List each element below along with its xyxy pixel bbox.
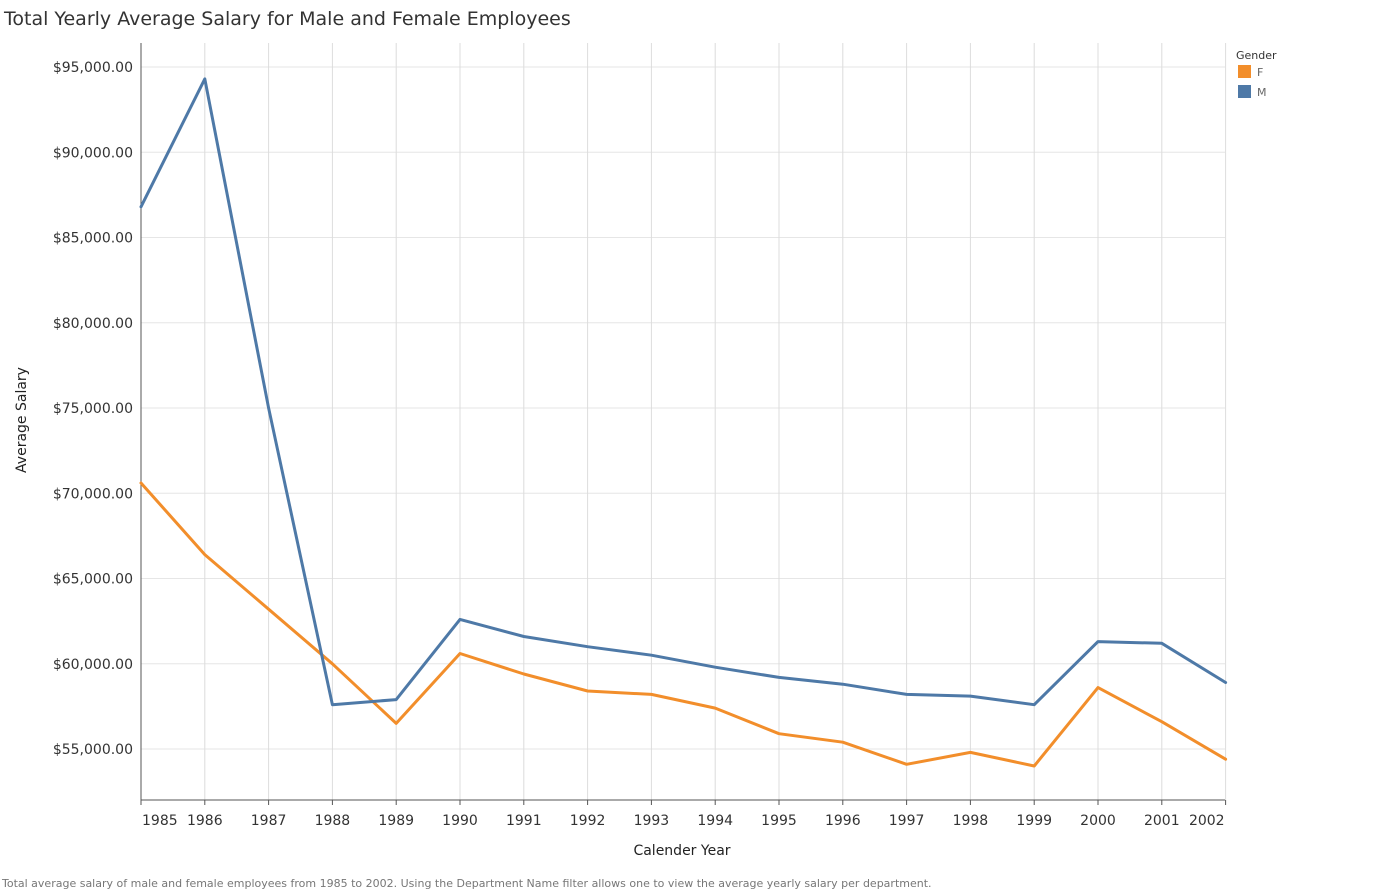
data-point-f[interactable] [903,760,911,768]
x-axis-title: Calender Year [633,843,730,859]
x-tick-label: 1994 [697,813,733,829]
data-point-f[interactable] [647,690,655,698]
x-tick-label: 2000 [1080,813,1116,829]
x-tick-label: 1996 [825,813,861,829]
y-tick-label: $95,000.00 [53,60,133,76]
x-tick-label: 1988 [315,813,351,829]
data-point-m[interactable] [903,690,911,698]
data-point-f[interactable] [775,730,783,738]
legend-swatch-f[interactable] [1238,65,1251,78]
x-tick-label: 1992 [570,813,606,829]
data-point-f[interactable] [328,660,336,668]
data-point-m[interactable] [966,692,974,700]
y-tick-label: $65,000.00 [53,572,133,588]
x-tick-label: 1993 [634,813,670,829]
y-tick-label: $85,000.00 [53,231,133,247]
y-tick-label: $75,000.00 [53,401,133,417]
data-point-m[interactable] [456,615,464,623]
y-tick-label: $70,000.00 [53,486,133,502]
data-point-m[interactable] [839,680,847,688]
y-tick-label: $80,000.00 [53,316,133,332]
y-tick-label: $60,000.00 [53,657,133,673]
data-point-m[interactable] [1030,701,1038,709]
legend[interactable]: Gender FM [1236,49,1277,99]
data-point-m[interactable] [711,663,719,671]
data-point-f[interactable] [1094,684,1102,692]
data-point-f[interactable] [520,670,528,678]
legend-swatch-m[interactable] [1238,85,1251,98]
x-tick-label: 1985 [142,813,178,829]
x-tick-label: 1999 [1016,813,1052,829]
legend-label-f[interactable]: F [1257,66,1263,79]
chart-caption: Total average salary of male and female … [2,877,932,890]
x-tick-label: 1991 [506,813,542,829]
data-point-f[interactable] [839,738,847,746]
x-tick-label: 2002 [1189,813,1225,829]
data-point-m[interactable] [1158,639,1166,647]
series-line-m[interactable] [139,77,1228,707]
data-point-m[interactable] [520,632,528,640]
data-point-m[interactable] [328,701,336,709]
x-tick-label: 2001 [1144,813,1180,829]
x-tick-label: 1987 [251,813,287,829]
data-point-f[interactable] [711,704,719,712]
data-point-m[interactable] [1222,679,1230,687]
data-point-m[interactable] [201,75,209,83]
data-point-f[interactable] [966,748,974,756]
data-point-f[interactable] [1158,718,1166,726]
data-point-f[interactable] [584,687,592,695]
x-tick-label: 1989 [378,813,414,829]
chart-title: Total Yearly Average Salary for Male and… [4,8,571,30]
data-point-m[interactable] [392,696,400,704]
data-point-m[interactable] [137,203,145,211]
data-point-m[interactable] [647,651,655,659]
data-point-f[interactable] [265,605,273,613]
axis-layer: $55,000.00 $60,000.00 $65,000.00 $70,000.00… [53,43,1227,829]
y-tick-label: $55,000.00 [53,742,133,758]
grid-layer [140,43,1227,800]
data-point-f[interactable] [137,479,145,487]
legend-title: Gender [1236,49,1277,62]
legend-label-m[interactable]: M [1257,86,1267,99]
data-point-f[interactable] [1030,762,1038,770]
data-point-m[interactable] [265,404,273,412]
x-tick-label: 1990 [442,813,478,829]
y-axis-title: Average Salary [14,367,30,473]
y-tick-label: $90,000.00 [53,145,133,161]
x-tick-label: 1997 [889,813,925,829]
data-point-f[interactable] [201,551,209,559]
data-point-m[interactable] [1094,638,1102,646]
series-line-f[interactable] [139,481,1228,768]
data-point-m[interactable] [584,643,592,651]
data-point-f[interactable] [392,719,400,727]
series-layer [137,75,1230,770]
data-point-m[interactable] [775,673,783,681]
x-tick-label: 1995 [761,813,797,829]
data-point-f[interactable] [456,650,464,658]
data-point-f[interactable] [1222,755,1230,763]
x-tick-label: 1998 [953,813,989,829]
x-tick-label: 1986 [187,813,223,829]
